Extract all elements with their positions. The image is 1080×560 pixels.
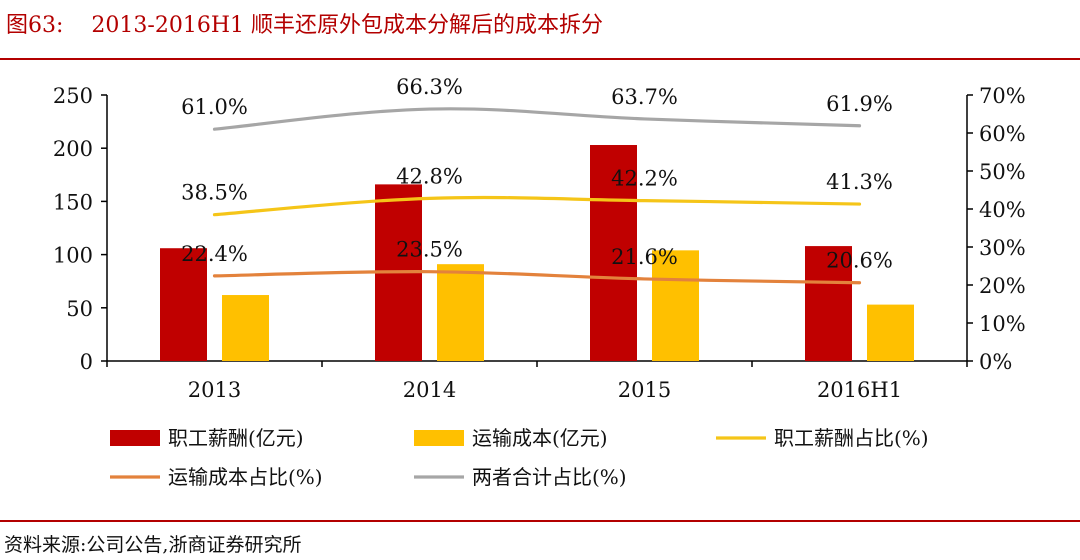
right-y-tick-label: 10%: [979, 312, 1026, 336]
figure-title: 图63: 2013-2016H1 顺丰还原外包成本分解后的成本拆分: [6, 6, 603, 46]
right-y-tick-label: 70%: [979, 84, 1026, 108]
staff-share-data-label: 41.3%: [826, 170, 893, 194]
staff-share-line: [212, 195, 862, 217]
right-y-tick-label: 20%: [979, 274, 1026, 298]
source-divider: [0, 520, 1080, 522]
transport-cost-bar: [437, 264, 484, 361]
legend-staff-share-label: 职工薪酬占比(%): [774, 426, 929, 450]
legend-staff-cost-label: 职工薪酬(亿元): [168, 426, 304, 450]
x-tick-label: 2015: [618, 378, 671, 402]
staff-cost-bar: [590, 145, 637, 361]
figure-title-text: 2013-2016H1 顺丰还原外包成本分解后的成本拆分: [91, 13, 604, 38]
total-share-data-label: 63.7%: [611, 85, 678, 109]
left-y-tick-label: 250: [53, 84, 93, 108]
right-y-tick-label: 40%: [979, 198, 1026, 222]
transport-share-data-label: 20.6%: [826, 249, 893, 273]
transport-cost-bar: [867, 304, 914, 361]
figure-label: 图63:: [6, 13, 64, 38]
transport-cost-bar: [222, 295, 269, 361]
transport-share-data-label: 21.6%: [611, 245, 678, 269]
right-y-tick-label: 0%: [979, 350, 1012, 374]
transport-cost-bar: [652, 250, 699, 361]
legend-transport-share-label: 运输成本占比(%): [168, 465, 323, 489]
staff-cost-bar: [160, 248, 207, 361]
combo-chart: 0 50 100 150 200 250 0% 10% 20% 30% 40% 50% 60% 70% 20…: [53, 75, 1026, 489]
legend-transport-cost-label: 运输成本(亿元): [472, 426, 608, 450]
total-share-data-label: 61.0%: [181, 95, 248, 119]
staff-cost-bar: [805, 246, 852, 361]
right-y-tick-label: 50%: [979, 160, 1026, 184]
title-divider: [0, 58, 1080, 60]
right-y-tick-label: 60%: [979, 122, 1026, 146]
left-y-tick-label: 200: [53, 137, 93, 161]
staff-share-data-label: 38.5%: [181, 181, 248, 205]
legend-transport-cost-swatch: [414, 430, 464, 446]
total-share-data-label: 61.9%: [826, 92, 893, 116]
left-y-tick-label: 0: [80, 350, 93, 374]
staff-share-data-label: 42.2%: [611, 167, 678, 191]
total-share-line: [212, 107, 862, 131]
left-y-tick-label: 50: [66, 297, 93, 321]
legend-staff-cost-swatch: [110, 430, 160, 446]
transport-share-line: [212, 270, 862, 285]
transport-share-data-label: 23.5%: [396, 238, 463, 262]
left-y-tick-label: 150: [53, 190, 93, 214]
left-y-tick-label: 100: [53, 244, 93, 268]
legend-total-share-label: 两者合计占比(%): [472, 465, 627, 489]
x-tick-label: 2016H1: [817, 378, 902, 402]
x-tick-label: 2014: [403, 378, 456, 402]
total-share-data-label: 66.3%: [396, 75, 463, 99]
x-tick-label: 2013: [188, 378, 241, 402]
source-note: 资料来源:公司公告,浙商证券研究所: [4, 534, 302, 556]
staff-share-data-label: 42.8%: [396, 164, 463, 188]
transport-share-data-label: 22.4%: [181, 242, 248, 266]
right-y-tick-label: 30%: [979, 236, 1026, 260]
